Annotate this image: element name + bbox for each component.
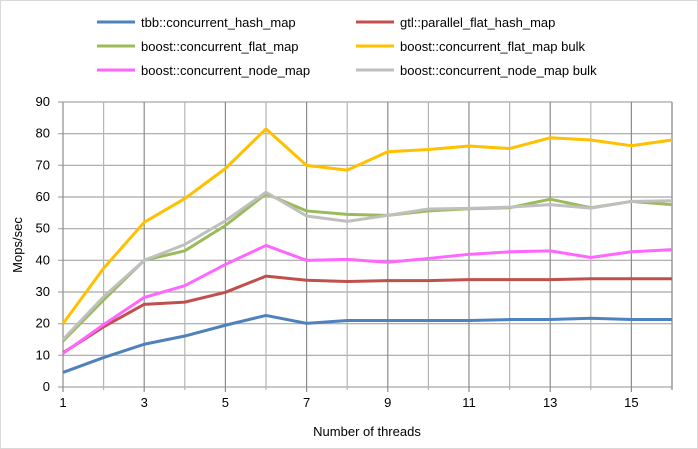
series-line	[62, 274, 672, 355]
series-line	[62, 313, 672, 374]
legend-label: boost::concurrent_flat_map	[141, 39, 299, 54]
x-tick-label: 13	[543, 395, 557, 410]
series-line	[62, 243, 673, 355]
legend-label: boost::concurrent_node_map bulk	[400, 63, 597, 78]
x-tick-label: 3	[141, 395, 148, 410]
y-axis-label: Mops/sec	[10, 217, 25, 273]
y-tick-label: 0	[43, 379, 50, 394]
x-tick-label: 11	[462, 395, 476, 410]
y-tick-label: 60	[36, 189, 50, 204]
y-tick-label: 40	[36, 252, 50, 267]
series-line	[61, 127, 673, 325]
legend: tbb::concurrent_hash_map gtl::parallel_fl…	[97, 15, 597, 78]
legend-item: boost::concurrent_node_map	[97, 63, 310, 78]
y-tick-label: 10	[36, 347, 50, 362]
x-tick-label: 1	[59, 395, 66, 410]
legend-item: boost::concurrent_flat_map bulk	[356, 39, 585, 54]
grid	[58, 101, 673, 392]
y-tick-label: 70	[36, 157, 50, 172]
legend-item: gtl::parallel_flat_hash_map	[356, 15, 555, 30]
series-line	[61, 190, 673, 341]
series-line	[61, 192, 673, 343]
legend-label: gtl::parallel_flat_hash_map	[400, 15, 555, 30]
y-tick-label: 90	[36, 94, 50, 109]
legend-item: tbb::concurrent_hash_map	[97, 15, 296, 30]
legend-label: boost::concurrent_node_map	[141, 63, 310, 78]
y-tick-label: 20	[36, 316, 50, 331]
y-tick-label: 30	[36, 284, 50, 299]
x-axis-label: Number of threads	[313, 424, 421, 439]
x-tick-label: 9	[384, 395, 391, 410]
legend-item: boost::concurrent_node_map bulk	[356, 63, 597, 78]
legend-item: boost::concurrent_flat_map	[97, 39, 299, 54]
x-tick-label: 5	[222, 395, 229, 410]
y-tick-label: 50	[36, 221, 50, 236]
x-tick-label: 7	[303, 395, 310, 410]
y-tick-label: 80	[36, 126, 50, 141]
legend-label: boost::concurrent_flat_map bulk	[400, 39, 585, 54]
x-tick-label: 15	[624, 395, 638, 410]
series-lines	[61, 127, 673, 374]
legend-label: tbb::concurrent_hash_map	[141, 15, 296, 30]
